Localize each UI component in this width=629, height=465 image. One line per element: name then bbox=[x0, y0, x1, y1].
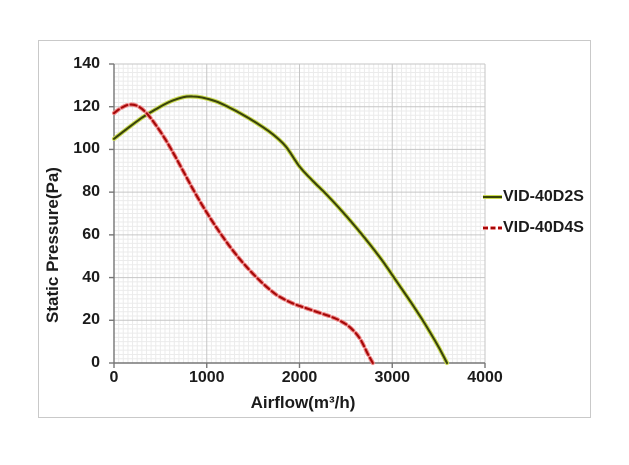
series-curve-vid-40d2s bbox=[112, 95, 449, 365]
legend-entry-vid-40d4s: VID-40D4S bbox=[482, 219, 584, 237]
legend-line-solid-icon bbox=[483, 195, 502, 199]
y-tick-label-20: 20 bbox=[82, 311, 100, 329]
legend-label-vid-40d2s: VID-40D2S bbox=[503, 188, 584, 205]
y-tick-label-100: 100 bbox=[73, 140, 100, 158]
series-curve-vid-40d4s bbox=[112, 103, 374, 365]
x-tick-label-3000: 3000 bbox=[374, 369, 411, 386]
y-tick-label-40: 40 bbox=[82, 268, 100, 286]
x-tick-label-4000: 4000 bbox=[467, 369, 503, 386]
y-tick-label-80: 80 bbox=[82, 183, 100, 201]
x-tick-label-0: 0 bbox=[109, 369, 119, 386]
legend-entry-vid-40d2s: VID-40D2S bbox=[482, 188, 584, 206]
y-axis-title: Static Pressure(Pa) bbox=[43, 167, 62, 323]
y-tick-label-120: 120 bbox=[73, 97, 100, 115]
legend-label-vid-40d4s: VID-40D4S bbox=[503, 219, 584, 236]
x-tick-label-2000: 2000 bbox=[281, 369, 318, 386]
chart-outer-border bbox=[38, 40, 591, 418]
x-tick-label-1000: 1000 bbox=[188, 369, 225, 386]
y-tick-label-60: 60 bbox=[82, 225, 100, 243]
y-tick-label-0: 0 bbox=[91, 354, 100, 371]
x-axis-title: Airflow(m³/h) bbox=[250, 393, 356, 412]
legend-line-dashed-icon bbox=[483, 226, 502, 230]
y-tick-label-140: 140 bbox=[73, 55, 100, 72]
